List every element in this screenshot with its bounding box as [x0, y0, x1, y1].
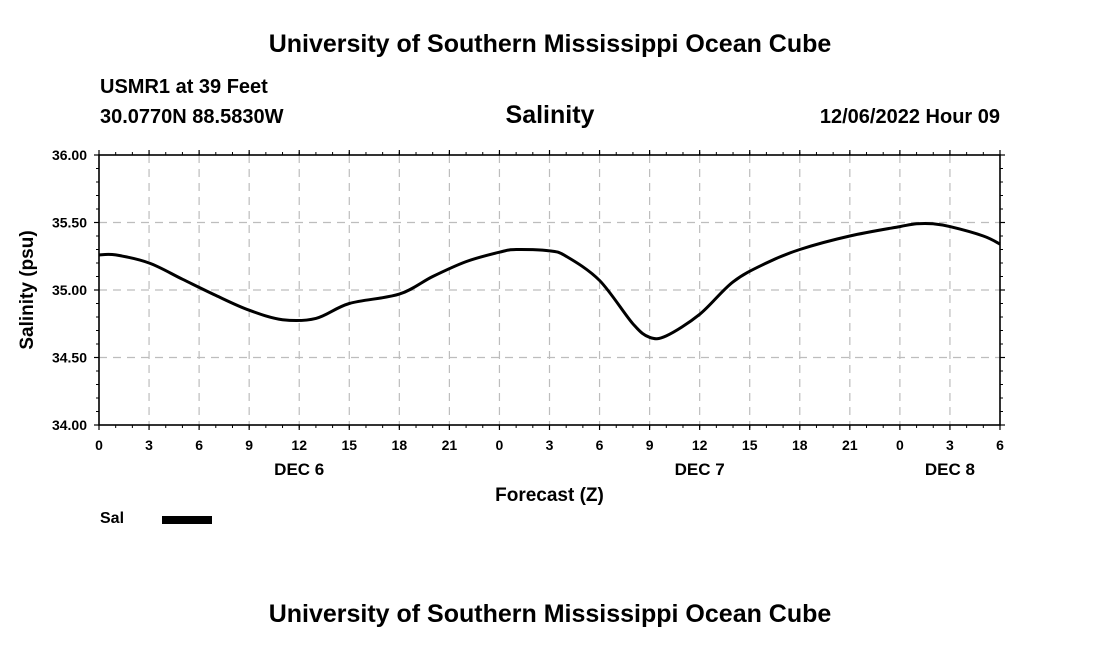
y-axis-title: Salinity (psu) [17, 230, 38, 349]
x-tick-label: 15 [742, 437, 758, 453]
x-tick-label: 12 [692, 437, 708, 453]
y-tick-label: 34.00 [52, 417, 87, 433]
station-coordinates: 30.0770N 88.5830W [100, 106, 284, 128]
x-tick-label: 0 [896, 437, 904, 453]
x-tick-label: 3 [946, 437, 954, 453]
y-tick-label: 35.00 [52, 282, 87, 298]
x-tick-label: 15 [341, 437, 357, 453]
x-tick-label: 6 [195, 437, 203, 453]
x-tick-label: 21 [442, 437, 458, 453]
x-tick-label: 0 [496, 437, 504, 453]
legend-line-swatch [162, 516, 212, 524]
y-tick-label: 36.00 [52, 147, 87, 163]
footer-title: University of Southern Mississippi Ocean… [268, 600, 832, 628]
x-tick-label: 9 [245, 437, 253, 453]
legend-label: Sal [100, 510, 125, 527]
parameter-title: Salinity [505, 101, 595, 129]
forecast-datetime: 12/06/2022 Hour 09 [819, 106, 1000, 128]
x-day-label: DEC 7 [675, 460, 725, 479]
plot-frame [98, 154, 1001, 426]
x-tick-label: 18 [392, 437, 408, 453]
x-tick-label: 9 [646, 437, 654, 453]
x-tick-label: 6 [996, 437, 1004, 453]
x-tick-label: 21 [842, 437, 858, 453]
x-day-label: DEC 6 [274, 460, 324, 479]
x-tick-label: 6 [596, 437, 604, 453]
x-tick-label: 12 [291, 437, 307, 453]
y-tick-label: 34.50 [52, 350, 87, 366]
chart-title: University of Southern Mississippi Ocean… [268, 30, 832, 58]
x-tick-label: 3 [145, 437, 153, 453]
x-tick-label: 3 [546, 437, 554, 453]
salinity-series-line [98, 222, 1001, 341]
y-tick-label: 35.50 [52, 215, 87, 231]
station-label: USMR1 at 39 Feet [100, 76, 268, 98]
x-day-label: DEC 8 [925, 460, 975, 479]
x-tick-label: 18 [792, 437, 808, 453]
x-tick-label: 0 [95, 437, 103, 453]
x-axis-title: Forecast (Z) [495, 485, 604, 506]
